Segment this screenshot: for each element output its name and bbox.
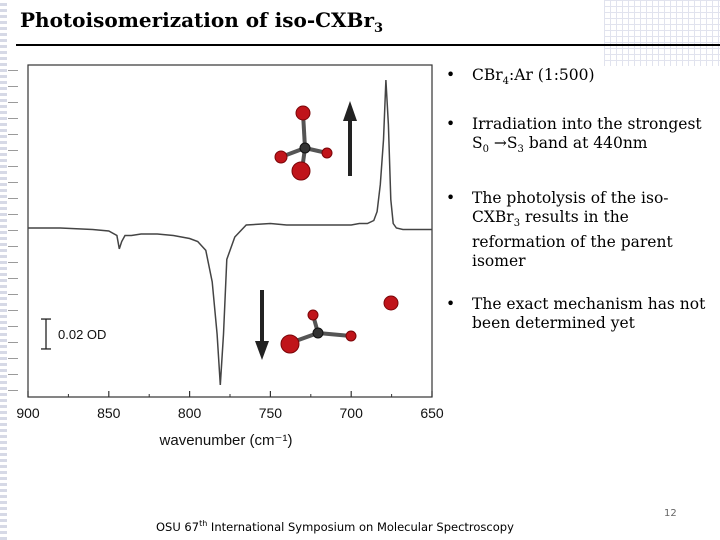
slide-title: Photoisomerization of iso-CXBr3 (20, 8, 384, 36)
x-axis-label: wavenumber (cm⁻¹) (159, 432, 293, 449)
left-tick-decoration (8, 70, 18, 400)
corner-grid-decoration (604, 0, 720, 66)
x-axis-ticks: 900 850 800 750 700 650 (16, 391, 444, 421)
spectrum-line (28, 79, 432, 386)
up-arrow (343, 101, 357, 176)
x-tick-label: 700 (340, 405, 364, 421)
x-tick-label: 800 (178, 405, 202, 421)
x-tick-label: 900 (16, 405, 40, 421)
x-tick-label: 850 (97, 405, 121, 421)
bullet-item: Irradiation into the strongest S0 →S3 ba… (440, 115, 710, 159)
plot-frame (27, 64, 433, 398)
scale-bar-label: 0.02 OD (58, 327, 106, 342)
title-underline (16, 44, 720, 46)
bullet-list: CBr4:Ar (1:500) Irradiation into the str… (440, 66, 710, 357)
scale-bar (41, 318, 51, 350)
bullet-item: The exact mechanism has not been determi… (440, 295, 710, 333)
iso-cbr4-molecule-illustration (280, 295, 399, 354)
bullet-item: The photolysis of the iso-CXBr3 results … (440, 189, 710, 271)
left-decoration-bar (0, 0, 7, 540)
x-tick-label: 750 (259, 405, 283, 421)
page-number: 12 (664, 508, 677, 519)
cbr4-molecule-illustration (274, 105, 333, 181)
footer-conference: OSU 67th International Symposium on Mole… (156, 519, 514, 534)
bullet-item: CBr4:Ar (1:500) (440, 66, 710, 91)
x-tick-label: 650 (420, 405, 444, 421)
down-arrow (255, 290, 269, 360)
